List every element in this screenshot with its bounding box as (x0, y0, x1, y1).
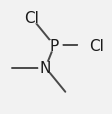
Ellipse shape (46, 41, 61, 52)
Text: P: P (49, 39, 58, 53)
Text: Cl: Cl (24, 11, 38, 26)
Ellipse shape (21, 13, 41, 24)
Text: N: N (39, 61, 51, 75)
Ellipse shape (39, 62, 52, 73)
Ellipse shape (78, 41, 100, 52)
Text: Cl: Cl (89, 39, 103, 53)
